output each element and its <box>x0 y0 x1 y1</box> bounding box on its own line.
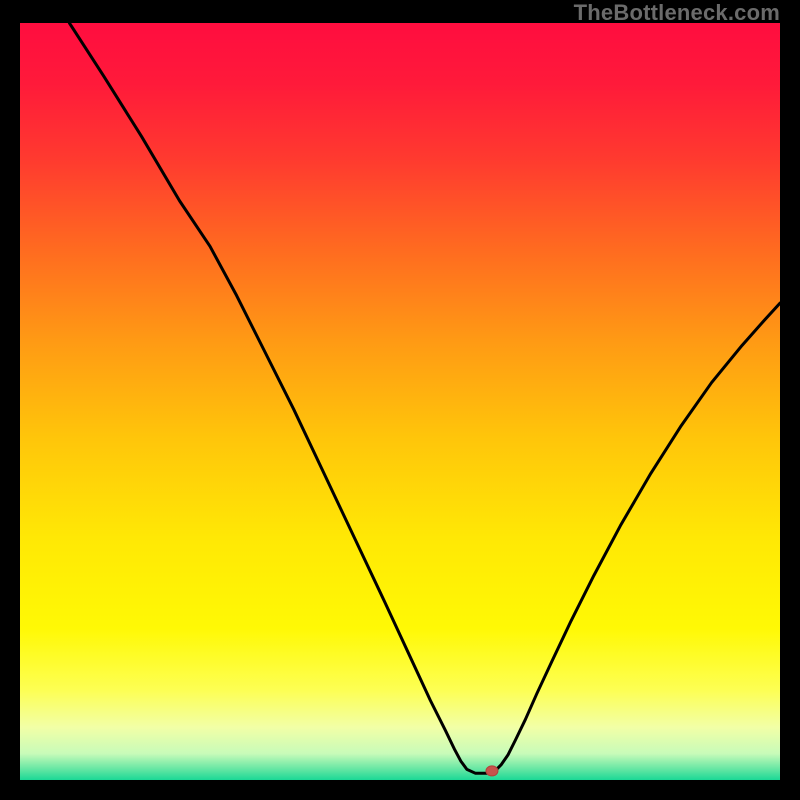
bottleneck-curve-chart <box>20 23 780 780</box>
gradient-background <box>20 23 780 780</box>
optimal-point-marker <box>486 766 498 776</box>
plot-area <box>20 23 780 780</box>
chart-frame: TheBottleneck.com <box>0 0 800 800</box>
